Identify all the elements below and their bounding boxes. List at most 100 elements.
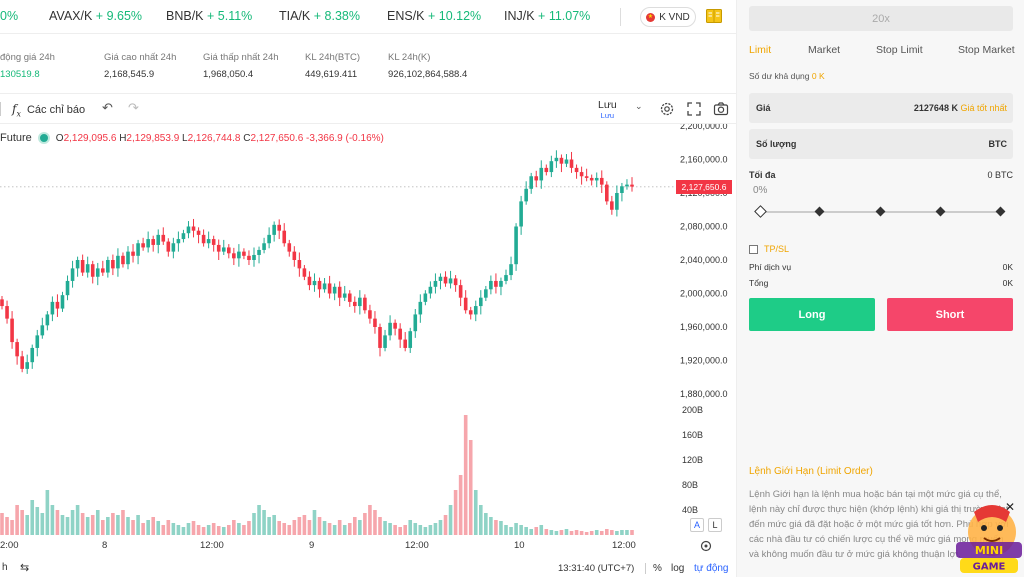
candle: [101, 260, 105, 276]
volume-bar: [327, 523, 332, 535]
ticker-item[interactable]: ENS/K + 10.12%: [387, 9, 482, 23]
best-price-link[interactable]: Giá tốt nhất: [960, 103, 1007, 113]
candlestick-chart[interactable]: 2,200,000.02,160,000.02,120,000.02,080,0…: [0, 124, 736, 560]
volume-bar: [519, 525, 523, 535]
volume-bar: [363, 513, 367, 535]
volume-bar: [332, 525, 337, 535]
ticker-item[interactable]: TIA/K + 8.38%: [279, 9, 360, 23]
candle: [65, 275, 70, 301]
symbol-name: Future: [0, 132, 32, 144]
candle: [473, 300, 478, 322]
candle: [111, 254, 115, 276]
candle: [10, 311, 14, 349]
gear-icon[interactable]: [659, 101, 675, 117]
settings-icon[interactable]: [700, 540, 712, 552]
volume-bar: [85, 517, 90, 535]
minigame-promo-icon[interactable]: MINI GAME: [954, 498, 1024, 577]
tab-stop-limit[interactable]: Stop Limit: [876, 44, 923, 56]
volume-bar: [141, 523, 145, 535]
volume-bar: [463, 415, 468, 535]
ticker-item[interactable]: INJ/K + 11.07%: [504, 9, 591, 23]
candle: [302, 265, 307, 281]
candle: [206, 231, 211, 249]
volume-bar: [60, 515, 65, 535]
slider-mark[interactable]: [935, 206, 946, 217]
candle: [106, 256, 110, 278]
volume-bar: [539, 525, 544, 535]
volume-bar: [65, 517, 70, 535]
quantity-slider[interactable]: [754, 205, 1006, 218]
slider-mark[interactable]: [814, 206, 825, 217]
volume-bar: [171, 523, 176, 535]
redo-icon[interactable]: ↷: [128, 100, 139, 115]
candle: [156, 229, 161, 254]
leverage-field[interactable]: 20x: [749, 6, 1013, 31]
volume-bar: [393, 525, 397, 535]
candle: [408, 327, 413, 353]
candle: [146, 231, 150, 253]
chart-toolbar: fx Các chỉ báo ↶ ↷ Lưu Lưu ⌄: [0, 94, 736, 124]
percent-toggle[interactable]: %: [653, 563, 662, 574]
ticker-item[interactable]: 0%: [0, 9, 19, 23]
save-button[interactable]: Lưu Lưu: [598, 99, 617, 120]
candles: [0, 150, 634, 374]
candle: [221, 239, 226, 255]
time-tick-label: 12:00: [200, 540, 224, 551]
camera-icon[interactable]: [713, 101, 729, 117]
log-scale-button[interactable]: L: [708, 518, 722, 532]
short-button[interactable]: Short: [887, 298, 1013, 331]
quantity-field[interactable]: Số lượng BTC: [749, 129, 1013, 159]
candle: [620, 182, 624, 202]
tpsl-checkbox[interactable]: TP/SL: [749, 244, 789, 254]
candle: [625, 179, 629, 190]
long-button[interactable]: Long: [749, 298, 875, 331]
volume-bar: [388, 523, 392, 535]
candle: [247, 250, 251, 266]
book-icon[interactable]: [706, 9, 722, 23]
candle: [196, 227, 201, 244]
candle: [418, 294, 423, 323]
volume-bar: [257, 505, 261, 535]
slider-mark[interactable]: [995, 206, 1006, 217]
volume-bar: [80, 513, 85, 535]
candle: [615, 185, 619, 217]
slider-handle[interactable]: [754, 205, 767, 218]
indicators-button[interactable]: fx Các chỉ báo: [12, 102, 86, 119]
tab-limit[interactable]: Limit: [749, 44, 772, 56]
volume-bar: [423, 527, 428, 535]
volume-bar: [620, 530, 624, 535]
ticker-item[interactable]: BNB/K + 5.11%: [166, 9, 253, 23]
volume-bar: [514, 523, 518, 535]
undo-icon[interactable]: ↶: [102, 100, 113, 115]
candle: [131, 244, 135, 263]
stat-change: động giá 24h 130519.8: [0, 52, 55, 80]
fullscreen-icon[interactable]: [686, 101, 702, 117]
slider-mark[interactable]: [875, 206, 886, 217]
stat-volume-k: KL 24h(K) 926,102,864,588.4: [388, 52, 468, 80]
tab-market[interactable]: Market: [808, 44, 841, 56]
ticker-item[interactable]: AVAX/K + 9.65%: [49, 9, 143, 23]
candle: [95, 262, 100, 286]
close-icon[interactable]: ✕: [1005, 500, 1016, 514]
price-field[interactable]: Giá 2127648 K Giá tốt nhất: [749, 93, 1013, 123]
price-chart[interactable]: 2,200,000.02,160,000.02,120,000.02,080,0…: [0, 124, 736, 577]
tab-stop-market[interactable]: Stop Market: [958, 44, 1015, 56]
auto-toggle[interactable]: tự động: [694, 563, 729, 574]
volume-bar: [534, 527, 539, 535]
log-toggle[interactable]: log: [671, 563, 685, 574]
volume-bar: [342, 525, 347, 535]
candle: [599, 170, 604, 193]
checkbox[interactable]: [749, 244, 758, 254]
auto-scale-button[interactable]: A: [690, 518, 704, 532]
volume-bar: [252, 513, 256, 535]
volume-bar: [25, 515, 29, 535]
date-range-icon[interactable]: ⇆: [20, 562, 30, 574]
volume-bar: [524, 527, 528, 535]
candle: [428, 281, 433, 299]
volume-bar: [544, 529, 549, 535]
volume-tick-label: 80B: [682, 480, 698, 490]
chevron-down-icon[interactable]: ⌄: [635, 101, 643, 111]
price-tick-label: 1,880,000.0: [680, 389, 728, 399]
info-title: Lệnh Giới Hạn (Limit Order): [749, 466, 873, 477]
currency-button[interactable]: K VND: [640, 7, 696, 27]
